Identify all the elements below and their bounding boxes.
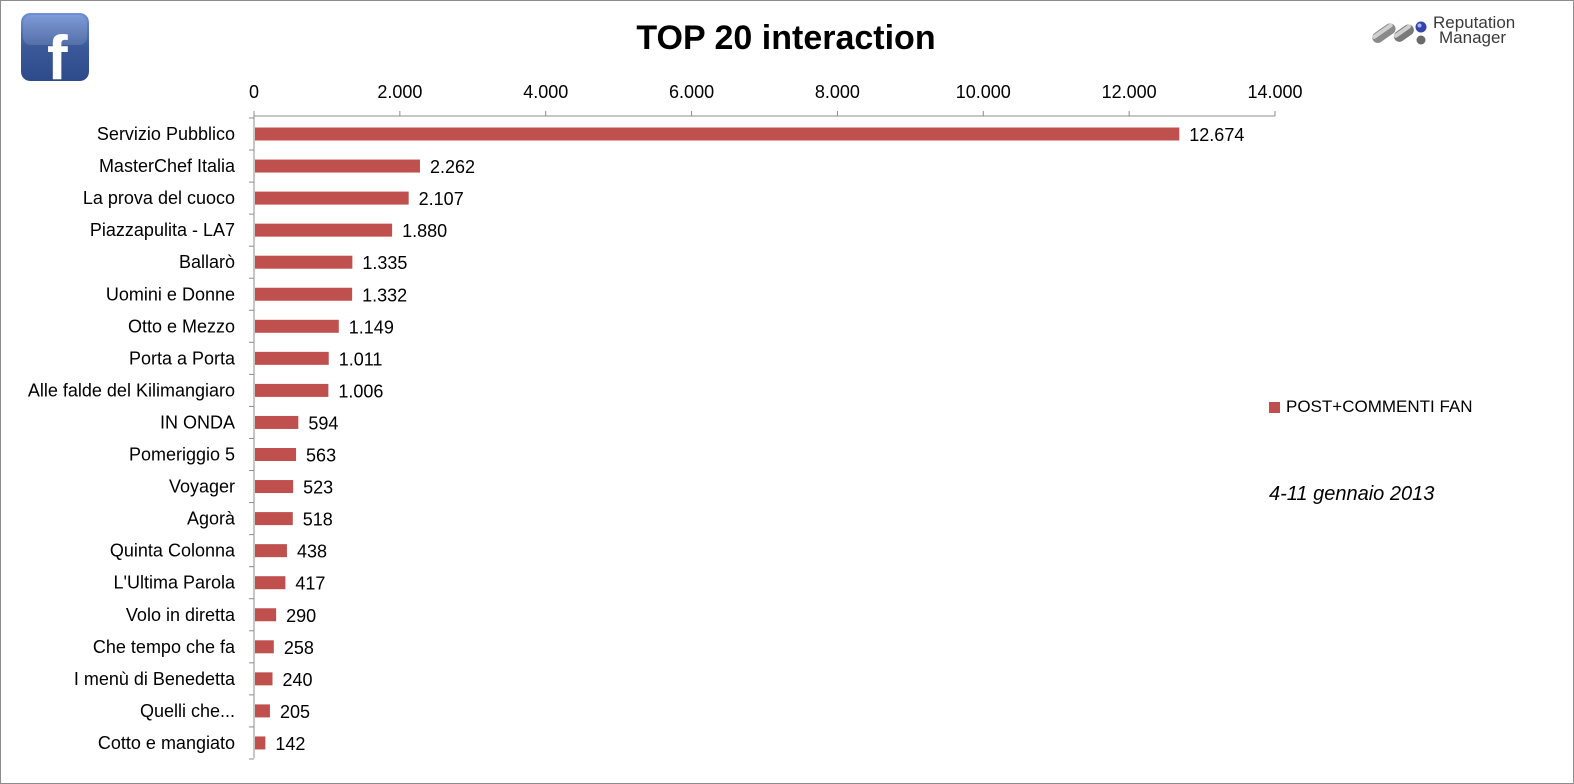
bar: [255, 159, 420, 173]
data-label: 417: [295, 574, 325, 594]
category-label: Voyager: [169, 477, 235, 497]
category-label: L'Ultima Parola: [114, 573, 236, 593]
category-label: Pomeriggio 5: [129, 445, 235, 465]
bar: [255, 704, 270, 718]
x-tick-label: 12.000: [1102, 82, 1157, 102]
data-label: 205: [280, 702, 310, 722]
category-label: Quinta Colonna: [110, 541, 236, 561]
category-label: Servizio Pubblico: [97, 124, 235, 144]
x-tick-label: 10.000: [956, 82, 1011, 102]
chart-title: TOP 20 interaction: [636, 19, 936, 57]
category-label: Uomini e Donne: [106, 284, 235, 304]
legend: POST+COMMENTI FAN: [1269, 397, 1473, 417]
data-label: 1.332: [362, 285, 407, 305]
data-label: 290: [286, 606, 316, 626]
x-tick-label: 14.000: [1247, 82, 1302, 102]
category-label: IN ONDA: [160, 412, 235, 432]
bar: [255, 255, 353, 269]
data-label: 1.011: [339, 349, 383, 369]
bar: [255, 640, 274, 654]
bar: [255, 512, 293, 526]
facebook-icon: f: [21, 13, 89, 81]
bar: [255, 480, 294, 494]
category-label: Cotto e mangiato: [98, 733, 235, 753]
category-label: Ballarò: [179, 252, 235, 272]
data-label: 1.335: [362, 253, 407, 273]
bar: [255, 287, 353, 301]
category-label: Agorà: [187, 509, 236, 529]
data-label: 1.006: [338, 381, 383, 401]
bar: [255, 223, 393, 237]
bar: [255, 544, 287, 558]
legend-label: POST+COMMENTI FAN: [1286, 397, 1473, 416]
category-label: Quelli che...: [140, 701, 235, 721]
x-tick-label: 6.000: [669, 82, 714, 102]
data-label: 594: [308, 413, 338, 433]
category-label: Porta a Porta: [129, 348, 236, 368]
bar: [255, 672, 273, 686]
data-label: 1.149: [349, 317, 394, 337]
data-label: 563: [306, 446, 336, 466]
bar: [255, 191, 409, 205]
reputation-manager-line2: Manager: [1439, 28, 1507, 47]
data-label: 142: [275, 734, 305, 754]
bar: [255, 415, 299, 429]
bar: [255, 319, 339, 333]
data-label: 240: [283, 670, 313, 690]
bar: [255, 383, 329, 397]
data-label: 2.262: [430, 157, 475, 177]
facebook-logo-letter: f: [47, 24, 68, 81]
data-label: 258: [284, 638, 314, 658]
bar: [255, 351, 329, 365]
date-note: 4-11 gennaio 2013: [1269, 483, 1435, 505]
bar: [255, 736, 266, 750]
x-tick-label: 8.000: [815, 82, 860, 102]
x-tick-label: 0: [249, 82, 259, 102]
bar: [255, 576, 286, 590]
data-label: 1.880: [402, 221, 447, 241]
reputation-manager-icon: [1372, 21, 1427, 45]
category-label: MasterChef Italia: [99, 156, 236, 176]
bar: [255, 448, 297, 461]
data-label: 518: [303, 510, 333, 530]
reputation-manager-line1: Reputation: [1433, 13, 1516, 32]
bar: [255, 608, 277, 622]
reputation-manager-logo: Reputation Manager: [1369, 13, 1559, 51]
data-label: 2.107: [419, 189, 464, 209]
category-label: Piazzapulita - LA7: [90, 220, 235, 240]
category-label: Che tempo che fa: [93, 637, 236, 657]
category-label: La prova del cuoco: [83, 188, 235, 208]
x-tick-label: 4.000: [523, 82, 568, 102]
legend-swatch: [1269, 401, 1280, 413]
x-tick-label: 2.000: [377, 82, 422, 102]
data-label: 438: [297, 542, 327, 562]
category-label: Volo in diretta: [126, 605, 236, 625]
bar: [255, 127, 1180, 141]
category-label: Alle falde del Kilimangiaro: [28, 380, 235, 400]
data-label: 12.674: [1189, 125, 1244, 145]
category-label: I menù di Benedetta: [74, 669, 236, 689]
data-label: 523: [303, 478, 333, 498]
category-label: Otto e Mezzo: [128, 316, 235, 336]
